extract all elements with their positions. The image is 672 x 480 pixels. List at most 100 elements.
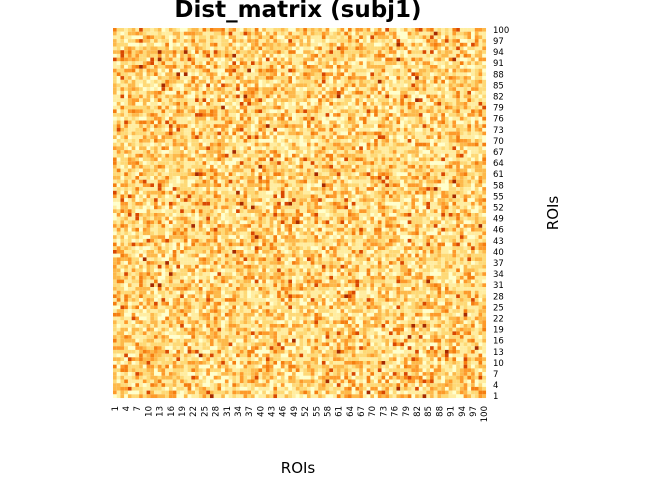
heatmap-cell xyxy=(299,198,304,202)
heatmap-cell xyxy=(221,68,225,73)
heatmap-cell xyxy=(124,201,128,206)
heatmap-cell xyxy=(359,72,363,77)
heatmap-cell xyxy=(154,139,158,143)
heatmap-cell xyxy=(288,42,293,47)
heatmap-cell xyxy=(251,72,255,77)
heatmap-cell xyxy=(418,53,423,58)
heatmap-cell xyxy=(154,116,158,121)
heatmap-cell xyxy=(448,87,453,91)
heatmap-cell xyxy=(437,61,442,66)
heatmap-cell xyxy=(355,53,360,58)
heatmap-cell xyxy=(340,90,345,95)
heatmap-cell xyxy=(206,79,211,84)
heatmap-cell xyxy=(403,94,408,99)
heatmap-cell xyxy=(224,61,229,66)
heatmap-cell xyxy=(340,146,345,151)
heatmap-cell xyxy=(385,187,390,191)
heatmap-cell xyxy=(243,90,248,95)
heatmap-cell xyxy=(411,190,416,195)
heatmap-cell xyxy=(273,113,278,117)
heatmap-cell xyxy=(191,57,196,62)
heatmap-cell xyxy=(385,139,390,143)
heatmap-cell xyxy=(314,42,319,47)
heatmap-cell xyxy=(172,31,177,36)
heatmap-cell xyxy=(146,187,151,191)
heatmap-cell xyxy=(288,135,293,140)
heatmap-cell xyxy=(333,131,337,136)
heatmap-cell xyxy=(351,113,356,117)
heatmap-cell xyxy=(333,198,337,202)
heatmap-cell xyxy=(366,28,371,32)
heatmap-cell xyxy=(377,79,382,84)
heatmap-cell xyxy=(437,179,442,184)
heatmap-cell xyxy=(254,76,259,80)
heatmap-cell xyxy=(116,179,121,184)
heatmap-cell xyxy=(180,131,184,136)
heatmap-cell xyxy=(437,35,442,40)
heatmap-cell xyxy=(306,153,311,158)
heatmap-cell xyxy=(251,150,255,154)
heatmap-cell xyxy=(154,176,158,180)
heatmap-cell xyxy=(262,183,266,188)
heatmap-cell xyxy=(247,183,252,188)
heatmap-cell xyxy=(310,179,315,184)
heatmap-cell xyxy=(247,83,252,88)
heatmap-cell xyxy=(362,139,367,143)
heatmap-cell xyxy=(430,83,434,88)
heatmap-cell xyxy=(318,209,322,214)
heatmap-cell xyxy=(403,176,408,180)
heatmap-cell xyxy=(150,50,155,54)
heatmap-cell xyxy=(452,53,457,58)
heatmap-cell xyxy=(336,124,341,128)
heatmap-cell xyxy=(202,90,207,95)
heatmap-cell xyxy=(124,176,128,180)
heatmap-cell xyxy=(180,83,184,88)
heatmap-cell xyxy=(344,164,349,169)
heatmap-cell xyxy=(262,153,266,158)
heatmap-cell xyxy=(396,90,401,95)
heatmap-cell xyxy=(340,124,345,128)
heatmap-cell xyxy=(471,209,475,214)
heatmap-cell xyxy=(403,79,408,84)
heatmap-cell xyxy=(351,205,356,210)
heatmap-cell xyxy=(292,94,296,99)
heatmap-cell xyxy=(400,209,404,214)
heatmap-cell xyxy=(165,98,169,103)
heatmap-cell xyxy=(370,139,375,143)
heatmap-cell xyxy=(366,164,371,169)
heatmap-cell xyxy=(370,157,375,162)
heatmap-cell xyxy=(437,157,442,162)
heatmap-cell xyxy=(236,98,240,103)
heatmap-cell xyxy=(463,68,468,73)
heatmap-cell xyxy=(444,142,449,147)
heatmap-cell xyxy=(288,68,293,73)
heatmap-cell xyxy=(232,113,237,117)
heatmap-cell xyxy=(251,53,255,58)
heatmap-cell xyxy=(407,31,412,36)
heatmap-cell xyxy=(415,120,419,125)
heatmap-cell xyxy=(362,109,367,114)
heatmap-cell xyxy=(463,28,468,32)
heatmap-cell xyxy=(430,209,434,214)
heatmap-cell xyxy=(355,127,360,132)
heatmap-cell xyxy=(344,42,349,47)
heatmap-cell xyxy=(444,153,449,158)
heatmap-cell xyxy=(336,150,341,154)
heatmap-cell xyxy=(224,72,229,77)
heatmap-cell xyxy=(142,90,147,95)
heatmap-cell xyxy=(467,172,472,177)
heatmap-cell xyxy=(127,201,132,206)
heatmap-cell xyxy=(165,131,169,136)
heatmap-cell xyxy=(183,116,188,121)
heatmap-cell xyxy=(344,102,349,106)
heatmap-cell xyxy=(444,53,449,58)
heatmap-cell xyxy=(433,57,438,62)
heatmap-cell xyxy=(239,53,244,58)
heatmap-cell xyxy=(269,142,274,147)
heatmap-cell xyxy=(321,105,326,110)
heatmap-cell xyxy=(299,90,304,95)
heatmap-cell xyxy=(168,142,173,147)
heatmap-cell xyxy=(258,68,263,73)
heatmap-cell xyxy=(254,209,259,214)
heatmap-cell xyxy=(288,139,293,143)
